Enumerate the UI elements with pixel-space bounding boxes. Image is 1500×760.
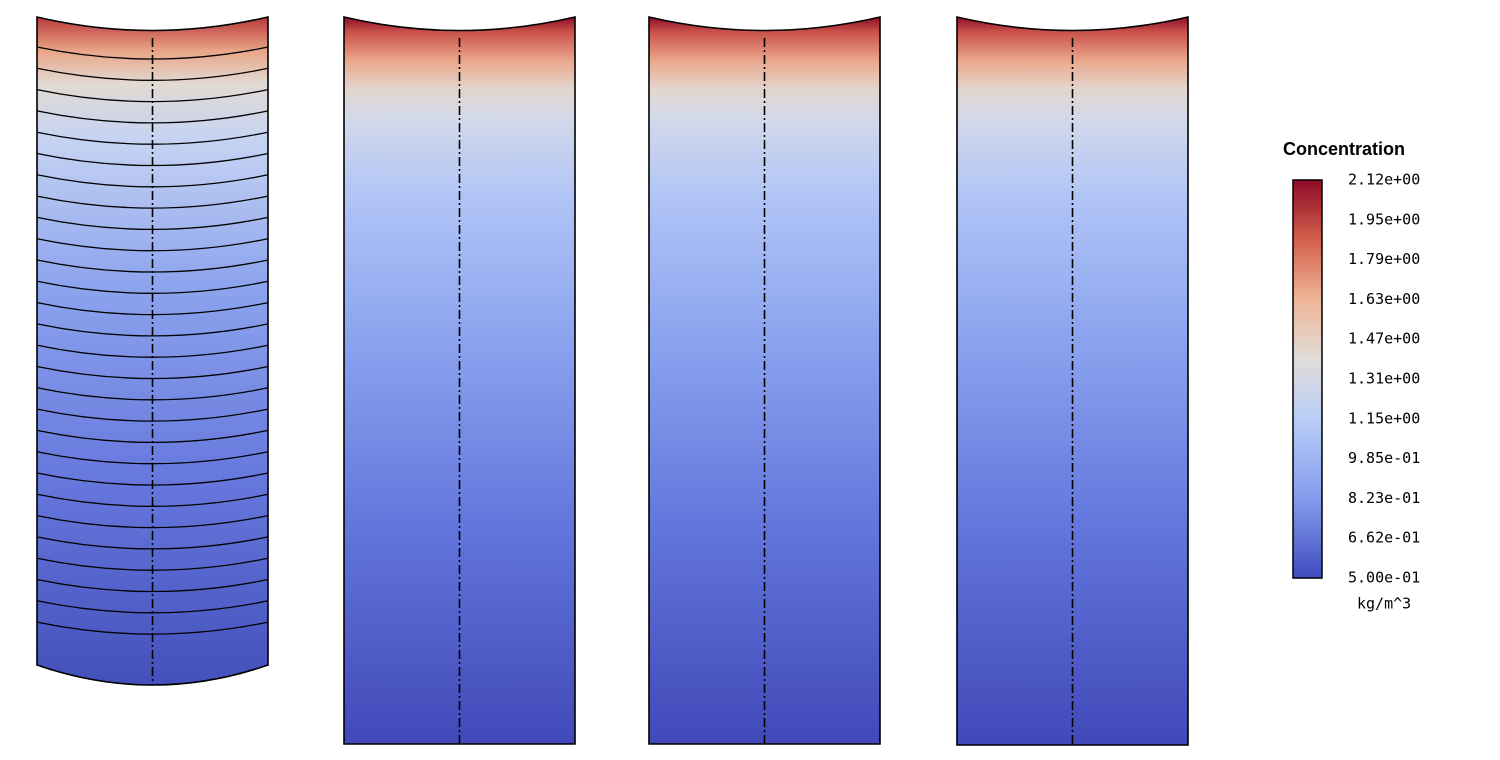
legend-label: 1.63e+00: [1348, 290, 1420, 308]
ring: [36, 578, 269, 593]
legend-label: 9.85e-01: [1348, 449, 1420, 467]
legend-label: 2.12e+00: [1348, 171, 1420, 189]
legend-label: 6.62e-01: [1348, 529, 1420, 547]
color-bar: [1292, 179, 1323, 579]
legend-labels: 2.12e+00 1.95e+00 1.79e+00 1.63e+00 1.47e+00…: [1348, 171, 1420, 587]
legend-label: 1.79e+00: [1348, 250, 1420, 268]
legend-label: 5.00e-01: [1348, 569, 1420, 587]
legend-title: Concentration: [1283, 139, 1405, 159]
columns: [36, 15, 1189, 746]
ring: [36, 493, 269, 507]
ring: [36, 110, 269, 124]
legend-label: 1.47e+00: [1348, 330, 1420, 348]
legend-label: 1.31e+00: [1348, 370, 1420, 388]
legend-label: 1.15e+00: [1348, 409, 1420, 427]
legend-label: 1.95e+00: [1348, 210, 1420, 228]
legend-unit: kg/m^3: [1357, 595, 1411, 613]
ring: [36, 408, 269, 422]
legend-label: 8.23e-01: [1348, 489, 1420, 507]
